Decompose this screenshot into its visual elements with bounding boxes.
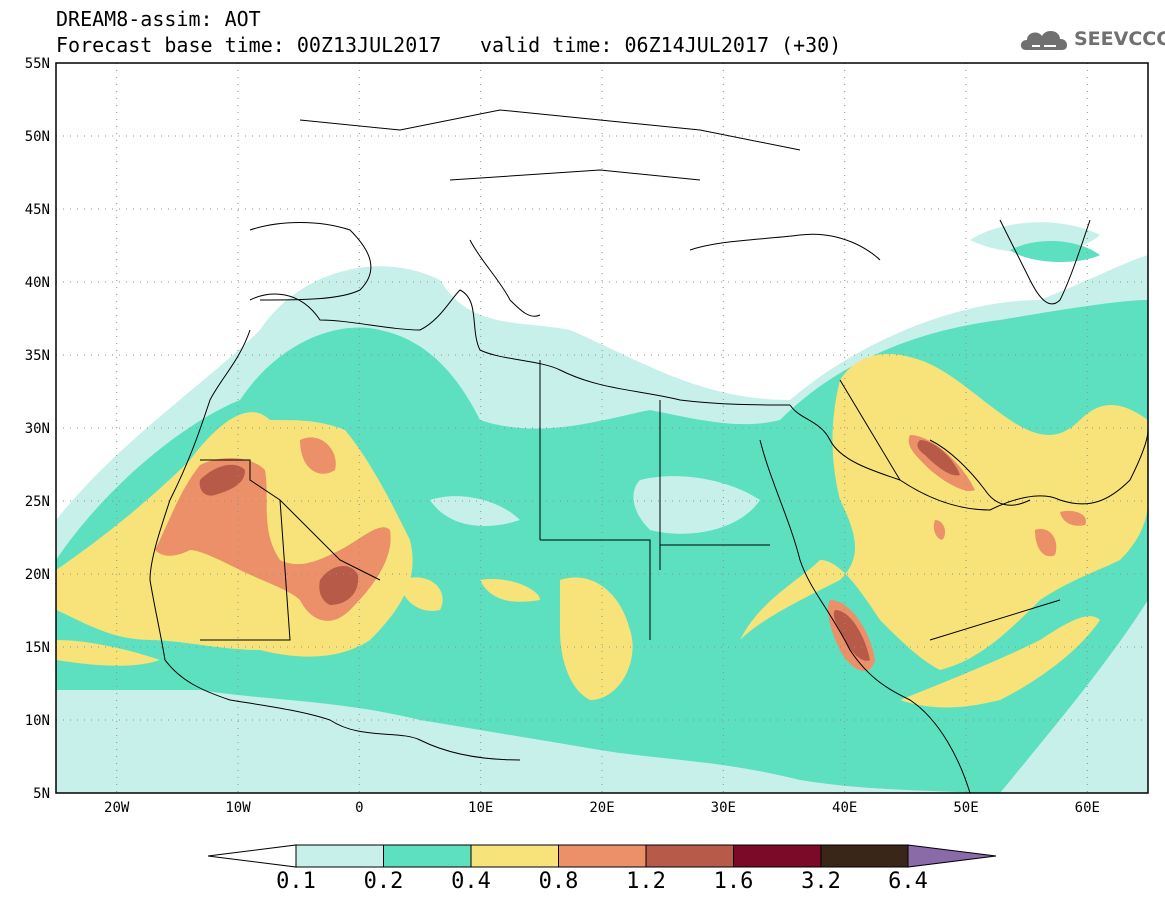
forecast-base-time: Forecast base time: 00Z13JUL2017 (56, 33, 442, 57)
valid-time: valid time: 06Z14JUL2017 (+30) (480, 33, 842, 57)
coastline-caspian (999, 219, 1091, 305)
lat-tick-label: 20N (25, 567, 50, 583)
lon-tick-label: 60E (1075, 800, 1100, 816)
aot-region-05 (633, 476, 760, 534)
coastline-red-sea (759, 439, 971, 793)
border-sahara-1 (200, 459, 381, 581)
aot-region-08 (1000, 600, 1148, 793)
coastline-persian-gulf (929, 439, 1031, 506)
aot-region-12 (560, 577, 633, 700)
colorbar-segment (383, 844, 472, 868)
aot-region-21 (1060, 510, 1086, 526)
colorbar-segment (295, 844, 384, 868)
colorbar-label: 1.2 (626, 869, 666, 894)
lat-axis: 5N 10N 15N 20N 25N 30N 35N 40N 45N 50N 5… (25, 56, 50, 802)
colorbar-segment (470, 844, 559, 868)
aot-region-23 (199, 464, 245, 496)
border-arabia (839, 379, 1061, 641)
colorbar-segment (820, 844, 909, 868)
aot-region-15 (900, 616, 1100, 708)
seevccc-logo: SEEVCCC (1018, 24, 1165, 56)
aot-region-14 (740, 354, 1148, 670)
colorbar-label: 0.1 (276, 869, 316, 894)
lat-tick-label: 30N (25, 421, 50, 437)
lat-tick-label: 5N (33, 786, 50, 802)
lon-tick-label: 20W (104, 800, 130, 816)
aot-region-20 (1035, 529, 1057, 557)
coastline-iberia (249, 222, 372, 301)
aot-region-10 (56, 640, 160, 666)
map-title: DREAM8-assim: AOT (56, 7, 261, 31)
lat-tick-label: 45N (25, 202, 50, 218)
lat-tick-label: 15N (25, 640, 50, 656)
colorbar-segment (558, 844, 647, 868)
lat-tick-label: 50N (25, 129, 50, 145)
lon-tick-label: 10W (225, 800, 251, 816)
aot-region-06 (430, 496, 520, 526)
graticule (56, 63, 1148, 793)
lon-tick-label: 50E (953, 800, 978, 816)
colorbar-label: 3.2 (801, 869, 841, 894)
lat-tick-label: 25N (25, 494, 50, 510)
border-sahara-2 (200, 499, 291, 641)
cloud-logo-icon (1020, 30, 1068, 50)
aot-region-26 (917, 440, 960, 476)
coastlines (149, 109, 1148, 793)
coastline-europe-med (249, 289, 791, 406)
lon-tick-label: 20E (589, 800, 614, 816)
lon-tick-label: 10E (468, 800, 493, 816)
border-libya-egypt (539, 360, 661, 570)
aot-region-25 (833, 610, 870, 661)
colorbar (207, 844, 997, 868)
coastline-north-africa (149, 329, 521, 761)
coastline-italy (469, 239, 541, 317)
map-frame (55, 62, 1149, 794)
aot-region-17 (300, 437, 336, 474)
colorbar-label: 1.6 (713, 869, 754, 894)
colorbar-segment (733, 844, 822, 868)
lat-tick-label: 35N (25, 348, 50, 364)
colorbar-segment (645, 844, 734, 868)
border-sudan (540, 539, 770, 640)
lon-tick-label: 30E (711, 800, 736, 816)
coastline-arabia (789, 404, 1148, 511)
lat-tick-label: 55N (25, 56, 50, 72)
aot-field (56, 222, 1148, 793)
aot-region-22 (933, 520, 946, 540)
colorbar-label: 0.8 (538, 869, 579, 894)
aot-region-24 (319, 565, 359, 605)
lat-tick-label: 10N (25, 713, 50, 729)
coastline-black-sea (689, 233, 881, 261)
lon-tick-label: 40E (832, 800, 857, 816)
colorbar-label: 0.2 (363, 869, 404, 894)
colorbar-arrow-low (207, 844, 297, 868)
lon-tick-label: 0 (355, 800, 363, 816)
colorbar-arrow-high (907, 844, 997, 868)
lon-axis: 20W 10W 0 10E 20E 30E 40E 50E 60E (104, 800, 1100, 816)
aot-region-13 (480, 579, 540, 602)
border-europe (299, 109, 801, 181)
aot-region-11 (400, 577, 443, 611)
lat-tick-label: 40N (25, 275, 50, 291)
colorbar-label: 0.4 (451, 869, 491, 894)
colorbar-label: 6.4 (888, 869, 928, 894)
logo-text: SEEVCCC (1074, 28, 1165, 50)
